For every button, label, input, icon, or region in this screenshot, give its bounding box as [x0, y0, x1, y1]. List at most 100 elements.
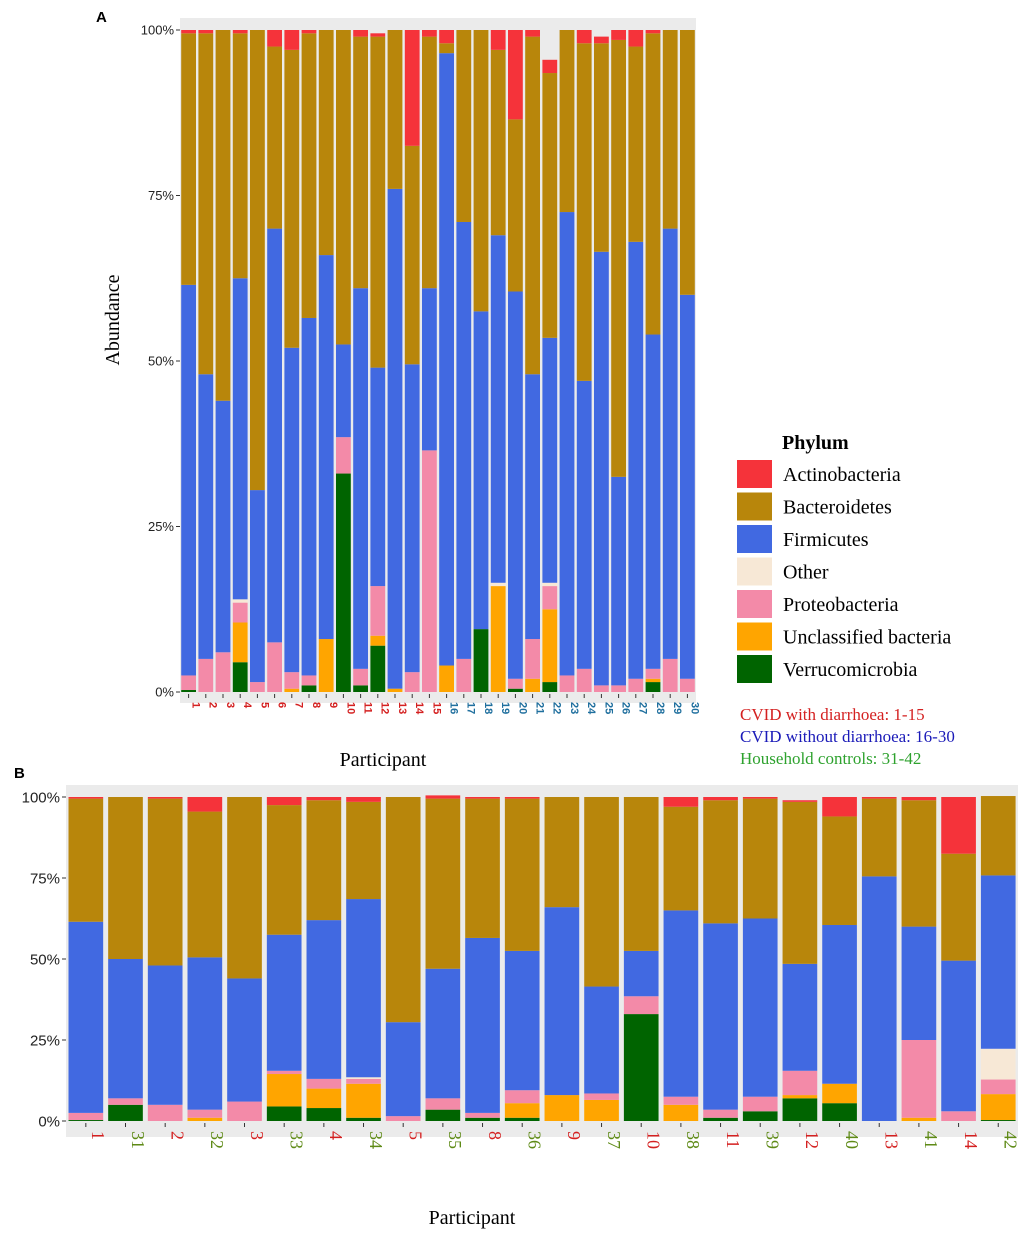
panel-a-bar-28-verrucomicrobia — [645, 682, 661, 692]
panel-a-x-axis: 1 2 3 4 5 6 7 8 9 10 11 12 13 14 15 16 17 18 19 20 21 22 23 24 2… — [188, 694, 700, 715]
panel-b-bar-33-unclassified-bacteria — [266, 1074, 302, 1107]
panel-b-bar-4-unclassified-bacteria — [306, 1088, 342, 1109]
panel-b-bar-31-bacteroidetes — [108, 797, 143, 959]
group-note-cvid-no-diarrhoea: CVID without diarrhoea: 16-30 — [740, 727, 955, 746]
panel-b-bar-37-proteobacteria — [584, 1093, 619, 1100]
panel-a-bar-17-firmicutes — [456, 221, 472, 659]
panel-b-bar-12-bacteroidetes — [782, 801, 818, 964]
panel-b-bar-4-actinobacteria — [306, 797, 342, 801]
panel-a-bar-4-verrucomicrobia — [232, 662, 248, 692]
panel-a-xtick-label-17: 17 — [465, 702, 477, 714]
panel-a-bar-14-bacteroidetes — [404, 145, 420, 365]
panel-b-bar-34-actinobacteria — [346, 797, 381, 802]
panel-a-xtick-label-20: 20 — [516, 702, 528, 714]
panel-a-bar-23-firmicutes — [559, 212, 575, 676]
panel-a-bar-12-firmicutes — [370, 367, 386, 587]
panel-a-bar-14-actinobacteria — [404, 30, 420, 146]
panel-a-bar-8-verrucomicrobia — [301, 685, 317, 692]
panel-a-bar-4-proteobacteria — [232, 602, 248, 623]
panel-a-bar-22-verrucomicrobia — [542, 682, 558, 692]
panel-a-bar-21-actinobacteria — [525, 30, 540, 37]
panel-b-bar-36-actinobacteria — [504, 797, 540, 799]
legend-swatch-unclassified-bacteria — [737, 622, 772, 651]
panel-b-bar-41-unclassified-bacteria — [901, 1117, 937, 1121]
panel-a-bar-14-firmicutes — [404, 364, 420, 673]
panel-a-bar-16-firmicutes — [439, 53, 454, 666]
panel-a-bar-5-bacteroidetes — [250, 30, 265, 491]
panel-a-bar-15-firmicutes — [422, 288, 437, 451]
panel-b-bar-40-bacteroidetes — [822, 816, 857, 925]
panel-a-bar-6-proteobacteria — [267, 642, 282, 692]
panel-b-bar-36-unclassified-bacteria — [504, 1103, 540, 1118]
panel-b-bar-32-actinobacteria — [187, 797, 223, 812]
panel-a-bar-19-firmicutes — [490, 235, 506, 583]
panel-b-bar-34-bacteroidetes — [346, 801, 381, 900]
panel-b-bar-11-actinobacteria — [703, 797, 738, 801]
panel-b-xtick-label-13: 13 — [882, 1131, 902, 1149]
panel-a-bar-29-firmicutes — [662, 228, 678, 659]
panel-a-bar-11-actinobacteria — [353, 30, 368, 37]
panel-a-bar-20-firmicutes — [508, 291, 523, 679]
panel-b-bar-4-verrucomicrobia — [306, 1108, 342, 1121]
panel-a-bar-7-bacteroidetes — [284, 49, 300, 348]
panel-a-xtick-label-14: 14 — [413, 702, 425, 715]
panel-a-bar-29-proteobacteria — [662, 658, 678, 692]
legend-label-unclassified-bacteria: Unclassified bacteria — [783, 627, 951, 649]
panel-b-bar-37-bacteroidetes — [584, 797, 619, 987]
panel-b-bar-3-bacteroidetes — [227, 797, 262, 979]
panel-a-bar-29-bacteroidetes — [662, 30, 678, 229]
panel-a-bar-18-bacteroidetes — [473, 30, 489, 312]
panel-b-bar-31-verrucomicrobia — [108, 1104, 143, 1121]
panel-a-bar-12-verrucomicrobia — [370, 645, 386, 692]
panel-a-bar-22-proteobacteria — [542, 586, 558, 610]
panel-a-ytick-label: 25% — [148, 519, 174, 534]
panel-b-bar-3-firmicutes — [227, 978, 262, 1102]
panel-b-bar-8-proteobacteria — [465, 1112, 500, 1118]
panel-b-bar-2-actinobacteria — [147, 797, 183, 799]
panel-a-xtick-label-26: 26 — [619, 702, 631, 714]
panel-a-ytick-label: 50% — [148, 354, 174, 369]
panel-b-bar-14-proteobacteria — [941, 1111, 976, 1121]
panel-b-bar-10-firmicutes — [623, 950, 659, 997]
legend-swatch-proteobacteria — [737, 590, 772, 618]
panel-a-bar-2-firmicutes — [198, 374, 214, 659]
panel-b-xtick-label-36: 36 — [525, 1131, 545, 1149]
panel-a-bar-30-proteobacteria — [680, 678, 695, 692]
panel-a-bar-28-firmicutes — [645, 334, 661, 669]
panel-a-bar-10-firmicutes — [336, 344, 351, 438]
panel-a-bar-12-proteobacteria — [370, 586, 386, 636]
panel-b-bar-4-bacteroidetes — [306, 800, 342, 921]
legend-swatch-other — [737, 557, 772, 586]
panel-a-xtick-label-23: 23 — [568, 702, 580, 714]
panel-b-ytick-label: 100% — [22, 789, 60, 806]
panel-a-y-axis: 0% 25% 50% 75% 100% — [141, 23, 180, 700]
panel-b-bar-33-actinobacteria — [266, 797, 302, 806]
panel-a-bar-7-unclassified-bacteria — [284, 688, 300, 692]
panel-a-bar-1-firmicutes — [181, 284, 196, 676]
panel-b-xtick-label-40: 40 — [842, 1131, 862, 1149]
panel-b-bars — [68, 795, 1016, 1121]
panel-b-xtick-label-11: 11 — [723, 1131, 743, 1148]
group-note-household: Household controls: 31-42 — [740, 749, 921, 768]
panel-b-bar-35-bacteroidetes — [425, 798, 461, 969]
panel-a-xtick-label-2: 2 — [207, 702, 219, 708]
panel-b-bar-32-unclassified-bacteria — [187, 1117, 223, 1121]
panel-b-bar-38-proteobacteria — [663, 1096, 699, 1105]
panel-b-bar-36-verrucomicrobia — [504, 1117, 540, 1121]
panel-a-bar-8-proteobacteria — [301, 675, 317, 686]
legend-label-verrucomicrobia: Verrucomicrobia — [783, 659, 918, 681]
panel-b-bar-4-proteobacteria — [306, 1078, 342, 1089]
panel-b-xtick-label-3: 3 — [247, 1131, 267, 1140]
panel-a-xtick-label-3: 3 — [224, 702, 236, 708]
panel-a-bar-4-bacteroidetes — [232, 33, 248, 279]
panel-a-bar-8-bacteroidetes — [301, 33, 317, 318]
panel-b-bar-42-verrucomicrobia — [980, 1120, 1016, 1121]
panel-b-bar-37-unclassified-bacteria — [584, 1099, 619, 1121]
panel-a-bar-10-proteobacteria — [336, 437, 351, 474]
panel-a-ytick-label: 0% — [155, 685, 174, 700]
panel-b-bar-39-proteobacteria — [742, 1096, 778, 1112]
panel-a-bar-28-bacteroidetes — [645, 33, 661, 335]
panel-a-bar-10-bacteroidetes — [336, 30, 351, 345]
panel-a-bar-3-firmicutes — [215, 400, 231, 653]
panel-a-bar-4-actinobacteria — [232, 30, 248, 34]
